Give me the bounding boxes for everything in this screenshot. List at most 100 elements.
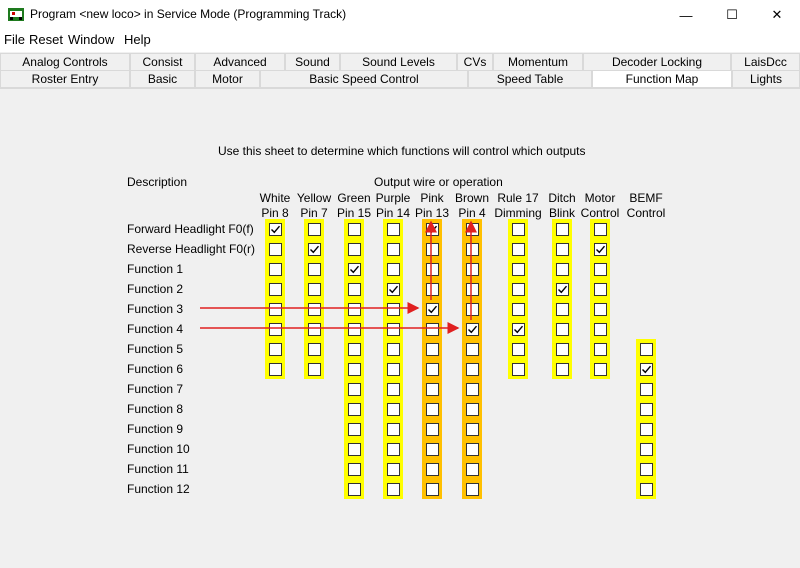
menu-help[interactable]: Help bbox=[124, 32, 151, 47]
output-checkbox[interactable] bbox=[425, 402, 439, 416]
output-checkbox[interactable] bbox=[347, 342, 361, 356]
output-checkbox[interactable] bbox=[511, 322, 525, 336]
tab-analog-controls[interactable]: Analog Controls bbox=[0, 53, 130, 71]
output-checkbox[interactable] bbox=[425, 322, 439, 336]
output-checkbox[interactable] bbox=[347, 482, 361, 496]
output-checkbox[interactable] bbox=[347, 462, 361, 476]
output-checkbox[interactable] bbox=[593, 242, 607, 256]
tab-roster-entry[interactable]: Roster Entry bbox=[0, 70, 130, 88]
output-checkbox[interactable] bbox=[386, 422, 400, 436]
output-checkbox[interactable] bbox=[555, 342, 569, 356]
output-checkbox[interactable] bbox=[593, 362, 607, 376]
output-checkbox[interactable] bbox=[386, 442, 400, 456]
tab-speed-table[interactable]: Speed Table bbox=[468, 70, 592, 88]
output-checkbox[interactable] bbox=[465, 262, 479, 276]
output-checkbox[interactable] bbox=[593, 302, 607, 316]
tab-advanced[interactable]: Advanced bbox=[195, 53, 285, 71]
tab-basic[interactable]: Basic bbox=[130, 70, 195, 88]
tab-basic-speed-control[interactable]: Basic Speed Control bbox=[260, 70, 468, 88]
output-checkbox[interactable] bbox=[511, 262, 525, 276]
output-checkbox[interactable] bbox=[511, 342, 525, 356]
output-checkbox[interactable] bbox=[425, 362, 439, 376]
maximize-button[interactable]: ☐ bbox=[709, 0, 755, 30]
output-checkbox[interactable] bbox=[425, 282, 439, 296]
output-checkbox[interactable] bbox=[268, 222, 282, 236]
output-checkbox[interactable] bbox=[386, 242, 400, 256]
output-checkbox[interactable] bbox=[347, 242, 361, 256]
output-checkbox[interactable] bbox=[593, 282, 607, 296]
tab-cvs[interactable]: CVs bbox=[457, 53, 493, 71]
menu-reset[interactable]: Reset bbox=[29, 32, 63, 47]
minimize-button[interactable]: — bbox=[663, 0, 709, 30]
output-checkbox[interactable] bbox=[465, 302, 479, 316]
output-checkbox[interactable] bbox=[268, 342, 282, 356]
output-checkbox[interactable] bbox=[555, 362, 569, 376]
output-checkbox[interactable] bbox=[386, 322, 400, 336]
output-checkbox[interactable] bbox=[268, 242, 282, 256]
tab-function-map[interactable]: Function Map bbox=[592, 70, 732, 88]
menu-window[interactable]: Window bbox=[68, 32, 115, 47]
output-checkbox[interactable] bbox=[307, 242, 321, 256]
output-checkbox[interactable] bbox=[639, 382, 653, 396]
tab-lights[interactable]: Lights bbox=[732, 70, 800, 88]
output-checkbox[interactable] bbox=[593, 342, 607, 356]
output-checkbox[interactable] bbox=[511, 242, 525, 256]
output-checkbox[interactable] bbox=[555, 242, 569, 256]
output-checkbox[interactable] bbox=[593, 322, 607, 336]
output-checkbox[interactable] bbox=[347, 282, 361, 296]
output-checkbox[interactable] bbox=[307, 322, 321, 336]
output-checkbox[interactable] bbox=[386, 342, 400, 356]
output-checkbox[interactable] bbox=[268, 322, 282, 336]
tab-sound[interactable]: Sound bbox=[285, 53, 340, 71]
output-checkbox[interactable] bbox=[386, 282, 400, 296]
output-checkbox[interactable] bbox=[465, 382, 479, 396]
output-checkbox[interactable] bbox=[386, 402, 400, 416]
output-checkbox[interactable] bbox=[347, 302, 361, 316]
output-checkbox[interactable] bbox=[465, 222, 479, 236]
close-button[interactable]: ✕ bbox=[754, 0, 800, 30]
output-checkbox[interactable] bbox=[465, 402, 479, 416]
output-checkbox[interactable] bbox=[307, 342, 321, 356]
output-checkbox[interactable] bbox=[465, 282, 479, 296]
output-checkbox[interactable] bbox=[386, 302, 400, 316]
output-checkbox[interactable] bbox=[425, 382, 439, 396]
output-checkbox[interactable] bbox=[307, 262, 321, 276]
output-checkbox[interactable] bbox=[511, 222, 525, 236]
output-checkbox[interactable] bbox=[639, 442, 653, 456]
output-checkbox[interactable] bbox=[465, 342, 479, 356]
output-checkbox[interactable] bbox=[386, 462, 400, 476]
output-checkbox[interactable] bbox=[639, 462, 653, 476]
output-checkbox[interactable] bbox=[347, 362, 361, 376]
output-checkbox[interactable] bbox=[425, 462, 439, 476]
output-checkbox[interactable] bbox=[307, 282, 321, 296]
output-checkbox[interactable] bbox=[465, 322, 479, 336]
output-checkbox[interactable] bbox=[555, 322, 569, 336]
menu-file[interactable]: File bbox=[4, 32, 25, 47]
output-checkbox[interactable] bbox=[425, 222, 439, 236]
output-checkbox[interactable] bbox=[347, 442, 361, 456]
output-checkbox[interactable] bbox=[639, 482, 653, 496]
output-checkbox[interactable] bbox=[347, 382, 361, 396]
output-checkbox[interactable] bbox=[639, 342, 653, 356]
output-checkbox[interactable] bbox=[555, 282, 569, 296]
output-checkbox[interactable] bbox=[347, 422, 361, 436]
output-checkbox[interactable] bbox=[639, 422, 653, 436]
output-checkbox[interactable] bbox=[386, 222, 400, 236]
output-checkbox[interactable] bbox=[425, 442, 439, 456]
output-checkbox[interactable] bbox=[425, 242, 439, 256]
output-checkbox[interactable] bbox=[347, 402, 361, 416]
output-checkbox[interactable] bbox=[347, 322, 361, 336]
output-checkbox[interactable] bbox=[347, 262, 361, 276]
output-checkbox[interactable] bbox=[555, 262, 569, 276]
output-checkbox[interactable] bbox=[425, 422, 439, 436]
output-checkbox[interactable] bbox=[511, 362, 525, 376]
output-checkbox[interactable] bbox=[307, 362, 321, 376]
output-checkbox[interactable] bbox=[511, 282, 525, 296]
output-checkbox[interactable] bbox=[386, 262, 400, 276]
output-checkbox[interactable] bbox=[465, 482, 479, 496]
output-checkbox[interactable] bbox=[425, 482, 439, 496]
tab-decoder-locking[interactable]: Decoder Locking bbox=[583, 53, 731, 71]
tab-motor[interactable]: Motor bbox=[195, 70, 260, 88]
output-checkbox[interactable] bbox=[639, 362, 653, 376]
output-checkbox[interactable] bbox=[425, 262, 439, 276]
